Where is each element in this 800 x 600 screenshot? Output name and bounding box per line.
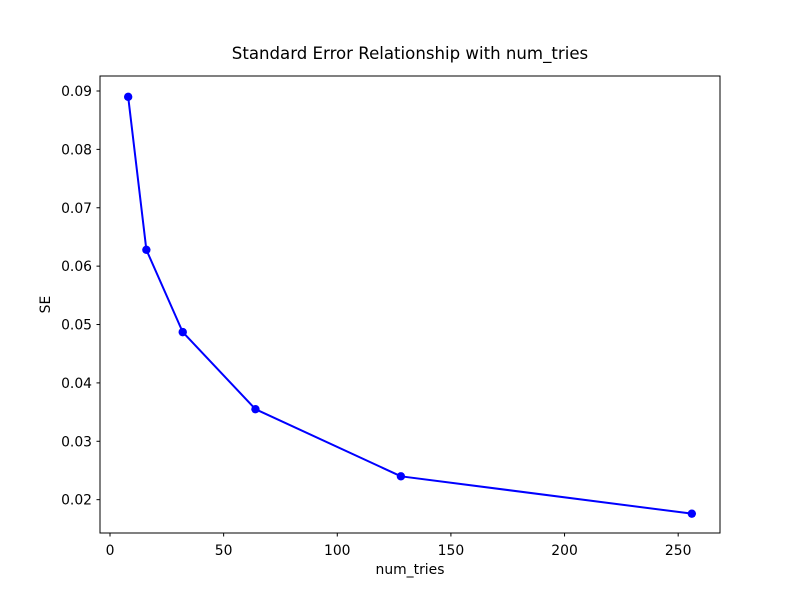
y-tick-label: 0.03 (61, 434, 92, 450)
axes-spines (99, 75, 721, 534)
x-axis-label: num_tries (376, 562, 445, 578)
y-tick-label: 0.04 (61, 376, 92, 392)
series-line (127, 96, 692, 515)
y-tick-label: 0.06 (61, 259, 92, 275)
data-point (396, 472, 406, 481)
generated-chart-layer: 0 50 100 150 200 250 0.02 0.03 0.04 0.05 0.06 0.07 0… (61, 75, 721, 559)
y-axis-label: SE (38, 296, 54, 314)
x-tick-label: 200 (551, 543, 578, 559)
x-tick-label: 150 (438, 543, 465, 559)
y-tick-label: 0.02 (61, 493, 92, 509)
y-tick-label: 0.08 (61, 142, 92, 158)
data-point (687, 509, 697, 518)
chart-title: Standard Error Relationship with num_tri… (232, 44, 588, 64)
x-tick-label: 100 (324, 543, 351, 559)
data-point (178, 327, 187, 337)
x-tick-label: 250 (665, 543, 692, 559)
data-point (251, 404, 260, 414)
data-point (123, 92, 133, 102)
y-tick-label: 0.07 (61, 201, 92, 217)
y-tick-label: 0.09 (61, 84, 92, 100)
y-tick-label: 0.05 (61, 318, 92, 334)
x-tick-label: 0 (106, 543, 115, 559)
x-tick-label: 50 (215, 543, 233, 559)
data-point (142, 245, 151, 254)
